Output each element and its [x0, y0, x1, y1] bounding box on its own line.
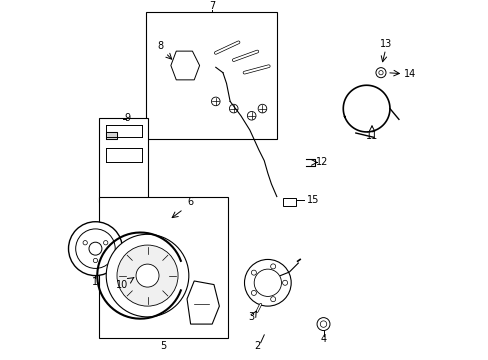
Circle shape — [251, 270, 256, 275]
Circle shape — [106, 234, 188, 317]
Text: 6: 6 — [187, 197, 193, 207]
Bar — [283, 198, 295, 206]
Text: 12: 12 — [315, 157, 327, 167]
Text: 4: 4 — [320, 334, 326, 344]
Polygon shape — [170, 51, 199, 80]
Circle shape — [375, 68, 385, 78]
Circle shape — [93, 258, 98, 263]
Bar — [145, 12, 276, 139]
Text: 11: 11 — [365, 131, 377, 140]
Circle shape — [254, 269, 281, 296]
Polygon shape — [186, 281, 219, 324]
Circle shape — [83, 240, 87, 245]
Circle shape — [270, 297, 275, 302]
Text: 8: 8 — [157, 41, 163, 51]
Circle shape — [76, 229, 115, 269]
Text: 14: 14 — [403, 69, 415, 80]
Circle shape — [136, 264, 159, 287]
Text: 2: 2 — [253, 341, 260, 351]
Bar — [99, 118, 147, 202]
Circle shape — [251, 291, 256, 296]
Text: 7: 7 — [209, 1, 215, 11]
Text: 15: 15 — [306, 195, 318, 205]
Circle shape — [229, 104, 238, 113]
Circle shape — [258, 104, 266, 113]
Circle shape — [316, 318, 329, 330]
Circle shape — [270, 264, 275, 269]
Circle shape — [68, 222, 122, 276]
Text: 5: 5 — [160, 341, 166, 351]
Text: 1: 1 — [92, 276, 98, 287]
Bar — [99, 197, 228, 338]
Circle shape — [211, 97, 220, 106]
Circle shape — [282, 280, 287, 285]
Circle shape — [247, 112, 256, 120]
Polygon shape — [106, 132, 117, 139]
Text: 10: 10 — [116, 280, 128, 289]
Circle shape — [89, 242, 102, 255]
Circle shape — [244, 260, 290, 306]
Circle shape — [320, 321, 326, 327]
Circle shape — [378, 71, 383, 75]
Text: 3: 3 — [248, 312, 254, 322]
Text: 9: 9 — [124, 113, 131, 122]
Text: 13: 13 — [380, 39, 392, 49]
Circle shape — [117, 245, 178, 306]
Circle shape — [103, 240, 108, 245]
